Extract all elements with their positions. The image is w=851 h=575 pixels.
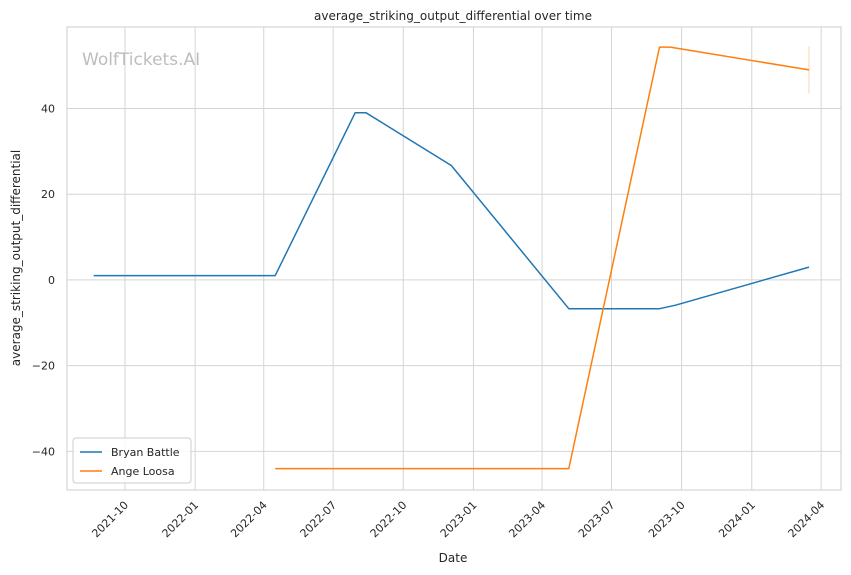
- series-line-0: [93, 111, 810, 310]
- grid: [67, 27, 841, 490]
- legend: Bryan Battle Ange Loosa: [72, 437, 192, 484]
- legend-label-0: Bryan Battle: [111, 446, 180, 459]
- legend-box: [72, 437, 192, 484]
- y-tick-label: 20: [41, 188, 55, 201]
- y-axis-label: average_striking_output_differential: [9, 150, 23, 366]
- legend-label-1: Ange Loosa: [111, 465, 175, 478]
- y-tick-label: −20: [32, 360, 55, 373]
- series-line-1: [275, 46, 810, 470]
- chart-title: average_striking_output_differential ove…: [314, 9, 592, 23]
- y-tick-label: −40: [32, 445, 55, 458]
- x-axis-label: Date: [439, 551, 468, 565]
- series-layer: [93, 46, 810, 470]
- y-tick-label: 40: [41, 102, 55, 115]
- plot-frame: [66, 26, 842, 491]
- watermark: WolfTickets.AI: [82, 50, 200, 70]
- y-tick-label: 0: [48, 274, 55, 287]
- y-axis-ticks: −40 −20 0 20 40: [32, 102, 55, 458]
